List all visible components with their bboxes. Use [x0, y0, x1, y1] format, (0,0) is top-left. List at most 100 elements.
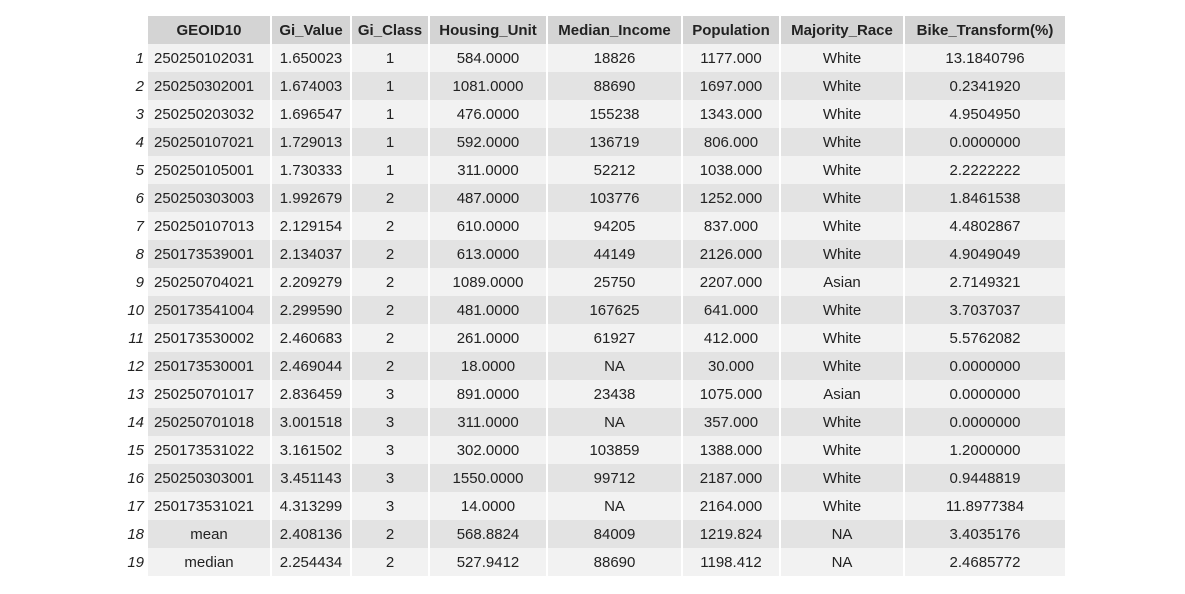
cell-majority-race: White: [781, 212, 903, 240]
cell-population: 1075.000: [683, 380, 779, 408]
row-index: 5: [122, 156, 146, 184]
row-index: 8: [122, 240, 146, 268]
cell-population: 2187.000: [683, 464, 779, 492]
cell-housing-unit: 613.0000: [430, 240, 546, 268]
table-row: 3 250250203032 1.696547 1 476.0000 155238 1343…: [122, 100, 1065, 128]
row-index: 16: [122, 464, 146, 492]
cell-median-income: 44149: [548, 240, 681, 268]
table-row: 19 median 2.254434 2 527.9412 88690 1198.412 NA…: [122, 548, 1065, 576]
cell-housing-unit: 311.0000: [430, 156, 546, 184]
cell-gi-value: 2.460683: [272, 324, 350, 352]
cell-gi-value: 3.001518: [272, 408, 350, 436]
cell-bike-transform: 0.9448819: [905, 464, 1065, 492]
cell-population: 1388.000: [683, 436, 779, 464]
row-index: 13: [122, 380, 146, 408]
cell-bike-transform: 0.0000000: [905, 128, 1065, 156]
cell-housing-unit: 1081.0000: [430, 72, 546, 100]
cell-population: 30.000: [683, 352, 779, 380]
cell-geoid10: 250173541004: [148, 296, 270, 324]
cell-gi-class: 2: [352, 548, 428, 576]
table-row: 7 250250107013 2.129154 2 610.0000 94205 837.0…: [122, 212, 1065, 240]
cell-median-income: 25750: [548, 268, 681, 296]
cell-gi-class: 2: [352, 324, 428, 352]
row-index: 2: [122, 72, 146, 100]
cell-bike-transform: 4.9049049: [905, 240, 1065, 268]
cell-median-income: 103859: [548, 436, 681, 464]
row-index: 7: [122, 212, 146, 240]
cell-population: 1198.412: [683, 548, 779, 576]
cell-gi-value: 2.134037: [272, 240, 350, 268]
cell-median-income: 84009: [548, 520, 681, 548]
table-row: 14 250250701018 3.001518 3 311.0000 NA 357.000…: [122, 408, 1065, 436]
cell-housing-unit: 14.0000: [430, 492, 546, 520]
cell-median-income: 155238: [548, 100, 681, 128]
cell-gi-class: 2: [352, 352, 428, 380]
cell-population: 412.000: [683, 324, 779, 352]
cell-gi-class: 1: [352, 100, 428, 128]
cell-housing-unit: 1089.0000: [430, 268, 546, 296]
cell-geoid10: 250250704021: [148, 268, 270, 296]
cell-majority-race: White: [781, 408, 903, 436]
cell-gi-value: 3.451143: [272, 464, 350, 492]
table-row: 12 250173530001 2.469044 2 18.0000 NA 30.000 Wh…: [122, 352, 1065, 380]
cell-gi-class: 1: [352, 128, 428, 156]
cell-majority-race: White: [781, 296, 903, 324]
cell-bike-transform: 2.7149321: [905, 268, 1065, 296]
cell-majority-race: White: [781, 464, 903, 492]
cell-geoid10: median: [148, 548, 270, 576]
table-row: 6 250250303003 1.992679 2 487.0000 103776 1252…: [122, 184, 1065, 212]
column-header-bike-transform: Bike_Transform(%): [905, 16, 1065, 44]
cell-population: 1343.000: [683, 100, 779, 128]
cell-gi-value: 2.254434: [272, 548, 350, 576]
cell-geoid10: 250250102031: [148, 44, 270, 72]
cell-gi-class: 3: [352, 408, 428, 436]
cell-population: 1252.000: [683, 184, 779, 212]
cell-housing-unit: 568.8824: [430, 520, 546, 548]
column-header-gi-class: Gi_Class: [352, 16, 428, 44]
table-row: 8 250173539001 2.134037 2 613.0000 44149 2126.…: [122, 240, 1065, 268]
cell-median-income: NA: [548, 352, 681, 380]
cell-majority-race: Asian: [781, 268, 903, 296]
cell-median-income: 167625: [548, 296, 681, 324]
cell-geoid10: 250250107013: [148, 212, 270, 240]
row-index: 18: [122, 520, 146, 548]
cell-majority-race: NA: [781, 548, 903, 576]
cell-gi-value: 1.992679: [272, 184, 350, 212]
cell-bike-transform: 0.0000000: [905, 408, 1065, 436]
cell-geoid10: 250250303001: [148, 464, 270, 492]
cell-gi-value: 4.313299: [272, 492, 350, 520]
cell-geoid10: 250173530002: [148, 324, 270, 352]
cell-housing-unit: 527.9412: [430, 548, 546, 576]
row-index: 6: [122, 184, 146, 212]
cell-bike-transform: 3.4035176: [905, 520, 1065, 548]
row-index: 10: [122, 296, 146, 324]
table-row: 2 250250302001 1.674003 1 1081.0000 88690 1697…: [122, 72, 1065, 100]
cell-bike-transform: 0.0000000: [905, 380, 1065, 408]
cell-majority-race: White: [781, 72, 903, 100]
data-table-container: GEOID10 Gi_Value Gi_Class Housing_Unit M…: [120, 16, 1067, 576]
cell-median-income: 23438: [548, 380, 681, 408]
cell-median-income: 103776: [548, 184, 681, 212]
table-row: 18 mean 2.408136 2 568.8824 84009 1219.824 NA 3.…: [122, 520, 1065, 548]
cell-housing-unit: 610.0000: [430, 212, 546, 240]
cell-bike-transform: 3.7037037: [905, 296, 1065, 324]
cell-gi-class: 2: [352, 240, 428, 268]
column-header-gi-value: Gi_Value: [272, 16, 350, 44]
row-index: 12: [122, 352, 146, 380]
cell-gi-value: 2.299590: [272, 296, 350, 324]
cell-geoid10: 250250701017: [148, 380, 270, 408]
table-row: 11 250173530002 2.460683 2 261.0000 61927 412.…: [122, 324, 1065, 352]
cell-geoid10: mean: [148, 520, 270, 548]
cell-housing-unit: 302.0000: [430, 436, 546, 464]
cell-median-income: 94205: [548, 212, 681, 240]
table-row: 13 250250701017 2.836459 3 891.0000 23438 1075…: [122, 380, 1065, 408]
column-header-majority-race: Majority_Race: [781, 16, 903, 44]
cell-gi-value: 2.408136: [272, 520, 350, 548]
cell-gi-class: 2: [352, 520, 428, 548]
table-row: 4 250250107021 1.729013 1 592.0000 136719 806.…: [122, 128, 1065, 156]
cell-housing-unit: 487.0000: [430, 184, 546, 212]
table-row: 10 250173541004 2.299590 2 481.0000 167625 641…: [122, 296, 1065, 324]
cell-geoid10: 250250302001: [148, 72, 270, 100]
cell-bike-transform: 1.2000000: [905, 436, 1065, 464]
cell-geoid10: 250173530001: [148, 352, 270, 380]
